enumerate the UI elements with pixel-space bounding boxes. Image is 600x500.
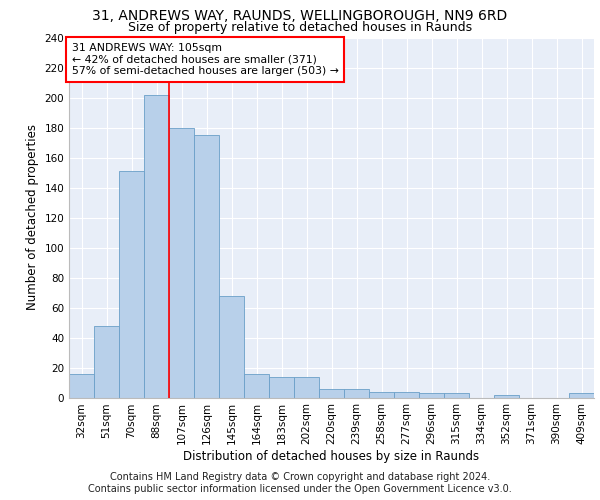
Bar	[444, 393, 469, 398]
Bar	[194, 135, 219, 398]
Bar	[369, 392, 394, 398]
Y-axis label: Number of detached properties: Number of detached properties	[26, 124, 39, 310]
Bar	[244, 374, 269, 398]
Bar	[394, 392, 419, 398]
Bar	[219, 296, 244, 398]
Bar	[269, 376, 294, 398]
Bar	[94, 326, 119, 398]
Bar	[294, 376, 319, 398]
Bar	[419, 393, 444, 398]
Text: Size of property relative to detached houses in Raunds: Size of property relative to detached ho…	[128, 21, 472, 34]
Bar	[119, 171, 144, 398]
Bar	[569, 393, 594, 398]
Bar	[69, 374, 94, 398]
Bar	[494, 394, 519, 398]
Bar	[169, 128, 194, 398]
Text: 31 ANDREWS WAY: 105sqm
← 42% of detached houses are smaller (371)
57% of semi-de: 31 ANDREWS WAY: 105sqm ← 42% of detached…	[71, 43, 338, 76]
Text: Contains HM Land Registry data © Crown copyright and database right 2024.
Contai: Contains HM Land Registry data © Crown c…	[88, 472, 512, 494]
Bar	[344, 388, 369, 398]
Bar	[319, 388, 344, 398]
Bar	[144, 94, 169, 398]
Text: 31, ANDREWS WAY, RAUNDS, WELLINGBOROUGH, NN9 6RD: 31, ANDREWS WAY, RAUNDS, WELLINGBOROUGH,…	[92, 9, 508, 23]
X-axis label: Distribution of detached houses by size in Raunds: Distribution of detached houses by size …	[184, 450, 479, 463]
